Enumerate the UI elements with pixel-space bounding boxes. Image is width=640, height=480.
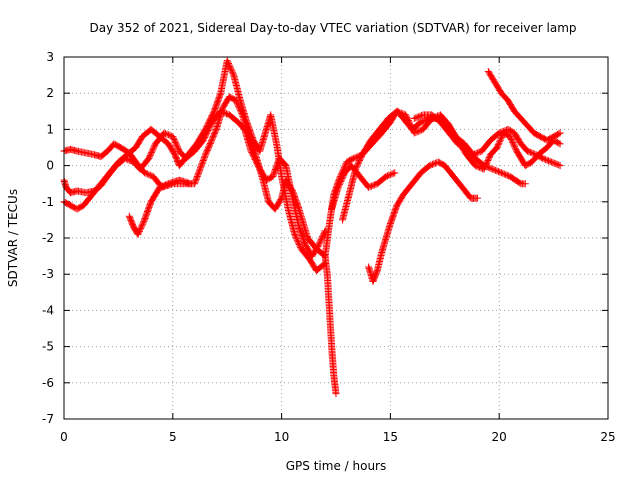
x-tick-label: 0 bbox=[60, 430, 68, 444]
y-tick-label: -4 bbox=[42, 303, 54, 317]
x-axis-label: GPS time / hours bbox=[286, 459, 387, 473]
x-tick-label: 25 bbox=[600, 430, 615, 444]
data-series bbox=[410, 111, 529, 188]
series-marker-track bbox=[365, 158, 481, 285]
data-series bbox=[125, 176, 194, 238]
y-tick-label: 0 bbox=[46, 159, 54, 173]
y-tick-label: -6 bbox=[42, 376, 54, 390]
y-tick-label: -1 bbox=[42, 195, 54, 209]
data-series bbox=[484, 68, 564, 144]
data-series bbox=[328, 162, 399, 213]
y-tick-label: 3 bbox=[46, 50, 54, 64]
y-tick-label: -5 bbox=[42, 340, 54, 354]
y-tick-label: 1 bbox=[46, 122, 54, 136]
data-series bbox=[365, 158, 481, 285]
data-marks bbox=[60, 57, 564, 398]
x-tick-label: 10 bbox=[274, 430, 289, 444]
chart-title: Day 352 of 2021, Sidereal Day-to-day VTE… bbox=[89, 21, 576, 35]
y-tick-label: -7 bbox=[42, 412, 54, 426]
y-axis-label: SDTVAR / TECUs bbox=[6, 189, 20, 287]
x-tick-label: 15 bbox=[383, 430, 398, 444]
y-tick-label: -2 bbox=[42, 231, 54, 245]
series-marker-track bbox=[484, 68, 564, 144]
plot-frame bbox=[63, 56, 609, 420]
x-tick-label: 5 bbox=[169, 430, 177, 444]
x-tick-label: 20 bbox=[492, 430, 507, 444]
series-marker-track bbox=[328, 162, 399, 213]
y-tick-label: -3 bbox=[42, 267, 54, 281]
series-marker-track bbox=[410, 111, 529, 188]
y-tick-label: 2 bbox=[46, 86, 54, 100]
series-marker-track bbox=[125, 176, 194, 238]
